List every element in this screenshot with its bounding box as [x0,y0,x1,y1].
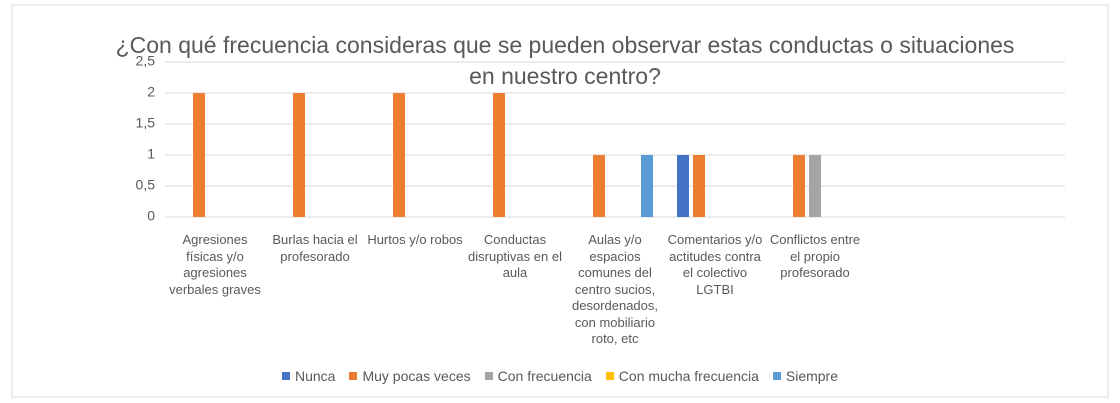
legend-label: Con frecuencia [497,368,592,384]
y-tick-label: 1 [147,146,155,162]
bar [393,93,405,217]
chart-border [11,4,1109,398]
x-tick-label: Conductas disruptivas en el aula [468,232,562,280]
legend-swatch [349,372,358,380]
x-tick-label: Aulas y/o espacios comunes del centro su… [571,232,658,346]
legend-swatch [605,372,614,380]
y-tick-label: 2,5 [136,53,156,69]
y-tick-label: 0,5 [136,177,156,193]
chart-title: ¿Con qué frecuencia consideras que se pu… [115,32,1015,89]
x-tick-label: Hurtos y/o robos [367,232,463,247]
legend-item: Siempre [772,368,839,384]
bar [677,155,689,217]
legend-label: Muy pocas veces [362,368,471,384]
x-tick-label: Burlas hacia el profesorado [272,232,358,264]
bar [641,155,653,217]
bar [809,155,821,217]
legend-label: Nunca [294,368,336,384]
bar [193,93,205,217]
bar [493,93,505,217]
legend: Nunca Muy pocas veces Con frecuencia Con mu… [0,368,1120,384]
bar [693,155,705,217]
legend-swatch [772,372,781,380]
legend-item: Nunca [281,368,336,384]
x-tick-label: Conflictos entre el propio profesorado [769,232,861,280]
y-tick-label: 1,5 [136,115,156,131]
bar [593,155,605,217]
bar [793,155,805,217]
legend-item: Con mucha frecuencia [605,368,759,384]
y-tick-label: 0 [147,208,155,224]
legend-label: Con mucha frecuencia [618,368,759,384]
x-tick-label: Comentarios y/o actitudes contra el cole… [667,232,763,297]
y-tick-label: 2 [147,84,155,100]
bar [293,93,305,217]
legend-item: Con frecuencia [484,368,592,384]
legend-item: Muy pocas veces [349,368,471,384]
x-tick-label: Agresiones físicas y/o agresiones verbal… [169,232,261,297]
legend-swatch [484,372,493,380]
legend-label: Siempre [785,368,839,384]
legend-swatch [281,372,290,380]
